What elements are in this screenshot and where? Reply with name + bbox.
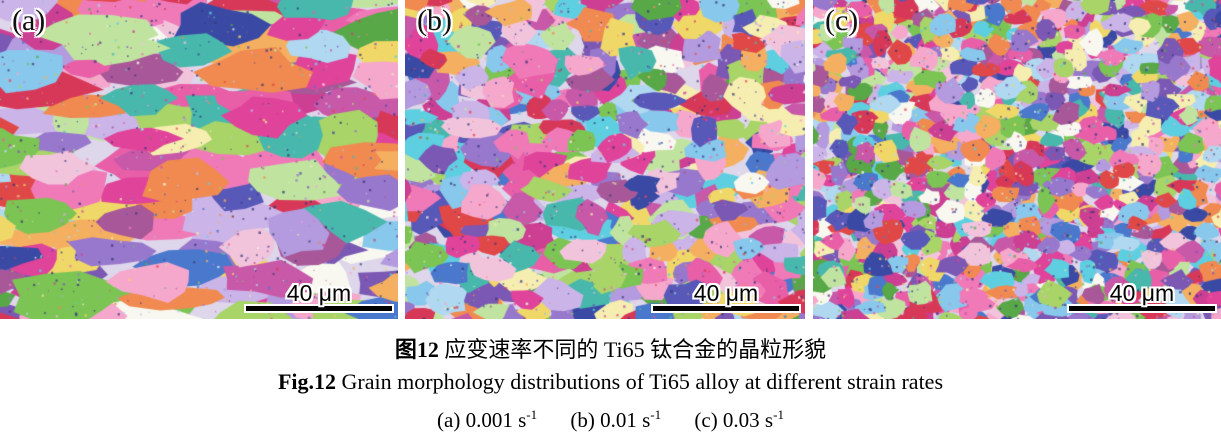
scale-bar-label-a: 40 μm: [286, 280, 352, 306]
rate-a: (a) 0.001 s-1: [437, 407, 538, 432]
scale-bar-line-b: [653, 306, 799, 311]
grain-map-c: [813, 0, 1221, 319]
scale-bar-c: 40 μm: [1067, 281, 1217, 311]
caption-chinese: 图12 应变速率不同的 Ti65 钛合金的晶粒形貌: [0, 336, 1221, 364]
rate-b-sup: -1: [650, 407, 662, 422]
scale-bar-label-b: 40 μm: [693, 280, 759, 306]
scale-bar-b: 40 μm: [651, 281, 801, 311]
grain-map-a: [0, 0, 398, 319]
caption-chinese-number: 图12: [394, 337, 439, 362]
rate-c: (c) 0.03 s-1: [694, 407, 784, 432]
scale-bar-a: 40 μm: [244, 281, 394, 311]
rate-c-text: (c) 0.03 s: [694, 408, 774, 432]
panel-label-a: (a): [12, 4, 46, 37]
panel-label-b: (b): [417, 4, 452, 37]
rate-b: (b) 0.01 s-1: [570, 407, 662, 432]
caption-english: Fig.12 Grain morphology distributions of…: [0, 368, 1221, 396]
panel-label-c: (c): [825, 4, 859, 37]
scale-bar-line-a: [246, 306, 392, 311]
caption-conditions: (a) 0.001 s-1 (b) 0.01 s-1 (c) 0.03 s-1: [0, 401, 1221, 434]
rate-b-text: (b) 0.01 s: [570, 408, 651, 432]
panel-c: (c) 40 μm: [813, 0, 1221, 319]
panel-b: (b) 40 μm: [405, 0, 805, 319]
panel-a: (a) 40 μm: [0, 0, 398, 319]
rate-c-sup: -1: [773, 407, 784, 422]
rate-a-sup: -1: [526, 407, 538, 422]
caption-english-text: Grain morphology distributions of Ti65 a…: [336, 369, 944, 394]
scale-bar-label-c: 40 μm: [1109, 280, 1175, 306]
rate-a-text: (a) 0.001 s: [437, 408, 527, 432]
grain-map-b: [405, 0, 805, 319]
caption-chinese-text: 应变速率不同的 Ti65 钛合金的晶粒形貌: [438, 337, 827, 362]
caption-english-number: Fig.12: [277, 369, 337, 394]
scale-bar-line-c: [1069, 306, 1215, 311]
